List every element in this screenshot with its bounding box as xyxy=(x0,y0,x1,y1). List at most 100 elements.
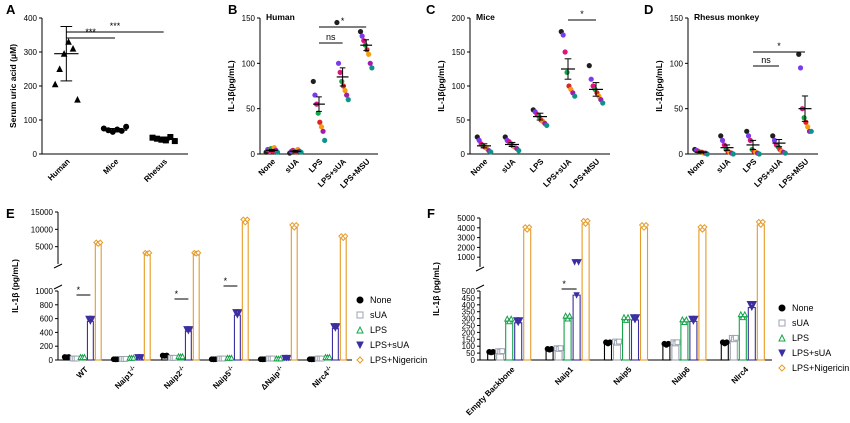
x-tick-label: Naip6 xyxy=(670,365,692,387)
panel-title: Mice xyxy=(476,12,495,22)
data-point xyxy=(334,19,340,26)
bar xyxy=(184,330,192,361)
data-point xyxy=(344,92,350,98)
bar xyxy=(505,320,514,361)
significance-label: * xyxy=(777,41,781,51)
data-point xyxy=(488,149,494,155)
data-point xyxy=(81,353,88,360)
data-point xyxy=(665,340,672,347)
x-tick-label-base: LPS+MSU xyxy=(568,157,601,190)
y-tick-label: 400 xyxy=(462,301,476,310)
data-point xyxy=(339,78,345,85)
data-point xyxy=(369,65,375,71)
x-tick-label: None xyxy=(686,157,707,178)
y-tick-label: 400 xyxy=(40,328,54,337)
data-point xyxy=(607,339,613,346)
x-tick-label-sup: -/- xyxy=(129,365,137,373)
data-point xyxy=(171,138,178,145)
y-tick-label: 150 xyxy=(242,14,256,23)
y-tick-label: 50 xyxy=(456,116,465,125)
y-axis-title: Serum uric acid (μM) xyxy=(8,44,18,128)
y-tick-label: 0 xyxy=(251,150,256,159)
data-point xyxy=(118,127,125,134)
y-tick-label: 50 xyxy=(466,349,475,358)
panel-label: B xyxy=(228,2,237,17)
data-point xyxy=(293,221,300,229)
data-point xyxy=(808,128,814,134)
panel-label: A xyxy=(6,2,16,17)
x-tick-label: Naip5 xyxy=(612,365,634,387)
legend-marker xyxy=(778,319,786,327)
y-tick-label: 50 xyxy=(674,105,683,114)
legend-marker xyxy=(778,304,786,312)
legend-label: sUA xyxy=(792,318,809,328)
data-point xyxy=(367,60,373,66)
x-tick-label: LPS xyxy=(307,157,325,175)
x-tick-label-base: None xyxy=(469,157,490,178)
x-tick-label-sup: -/- xyxy=(276,365,284,373)
panel-a: A 0 100 200 300 400 Serum uric acid (μM) Human M… xyxy=(6,2,188,184)
legend-label: LPS xyxy=(370,325,387,335)
x-tick-label-base: Mice xyxy=(101,157,120,176)
x-tick-label-base: Naip6 xyxy=(670,365,692,387)
y-tick-label: 10000 xyxy=(31,225,54,234)
data-point xyxy=(544,122,550,129)
x-tick-label-sup: -/- xyxy=(325,365,333,373)
data-point xyxy=(748,304,756,312)
bar xyxy=(639,227,649,361)
data-point xyxy=(584,217,591,224)
legend-marker xyxy=(356,296,364,304)
y-tick-label: 200 xyxy=(24,82,38,91)
data-point xyxy=(244,216,251,223)
data-point xyxy=(575,259,582,266)
y-tick-label: 100 xyxy=(670,59,684,68)
data-point xyxy=(364,47,370,53)
bar xyxy=(738,316,747,361)
x-tick-label-base: sUA xyxy=(500,157,518,175)
y-tick-label: 15000 xyxy=(31,208,54,217)
bar xyxy=(756,224,765,361)
y-tick-label: 50 xyxy=(246,105,255,114)
y-tick-label: 100 xyxy=(462,342,476,351)
data-point xyxy=(320,128,326,134)
x-tick-label-base: None xyxy=(686,157,707,178)
x-tick-label: ΔNaip-/- xyxy=(259,365,286,392)
y-tick-label: 200 xyxy=(462,328,476,337)
data-point xyxy=(759,218,766,226)
legend-marker xyxy=(356,325,364,334)
x-tick-label: Human xyxy=(46,157,72,183)
y-tick-label: 350 xyxy=(462,308,476,317)
x-tick-label-base: WT xyxy=(75,365,90,380)
x-tick-label-base: LPS xyxy=(307,157,325,175)
data-point xyxy=(146,249,153,256)
data-point xyxy=(744,128,750,134)
data-point xyxy=(315,110,321,116)
y-tick-label: 3000 xyxy=(457,234,475,243)
data-point xyxy=(322,137,328,143)
y-tick-label: 300 xyxy=(462,315,476,324)
significance-label: * xyxy=(341,16,345,26)
data-point xyxy=(317,119,323,125)
bar xyxy=(339,237,347,361)
data-point xyxy=(499,348,506,355)
panel-label: D xyxy=(644,2,653,17)
x-tick-label-base: Naip5 xyxy=(612,365,634,387)
legend-label: LPS+sUA xyxy=(370,340,409,350)
data-point xyxy=(718,133,724,139)
x-tick-label: None xyxy=(257,157,278,178)
x-tick-label: sUA xyxy=(500,157,518,175)
data-point xyxy=(642,221,650,229)
data-point xyxy=(326,353,333,360)
x-tick-label: Naip1 xyxy=(553,365,575,387)
data-point xyxy=(588,76,594,82)
bar xyxy=(233,314,241,361)
data-point xyxy=(683,315,690,323)
data-point xyxy=(756,151,762,157)
y-tick-label: 100 xyxy=(452,82,466,91)
panel-d: D Rhesus monkey 0 50 100 150 IL-1β(pg/mL) None s… xyxy=(644,2,818,190)
data-point xyxy=(130,354,137,361)
data-point xyxy=(516,148,522,154)
significance-label: ns xyxy=(761,55,771,65)
